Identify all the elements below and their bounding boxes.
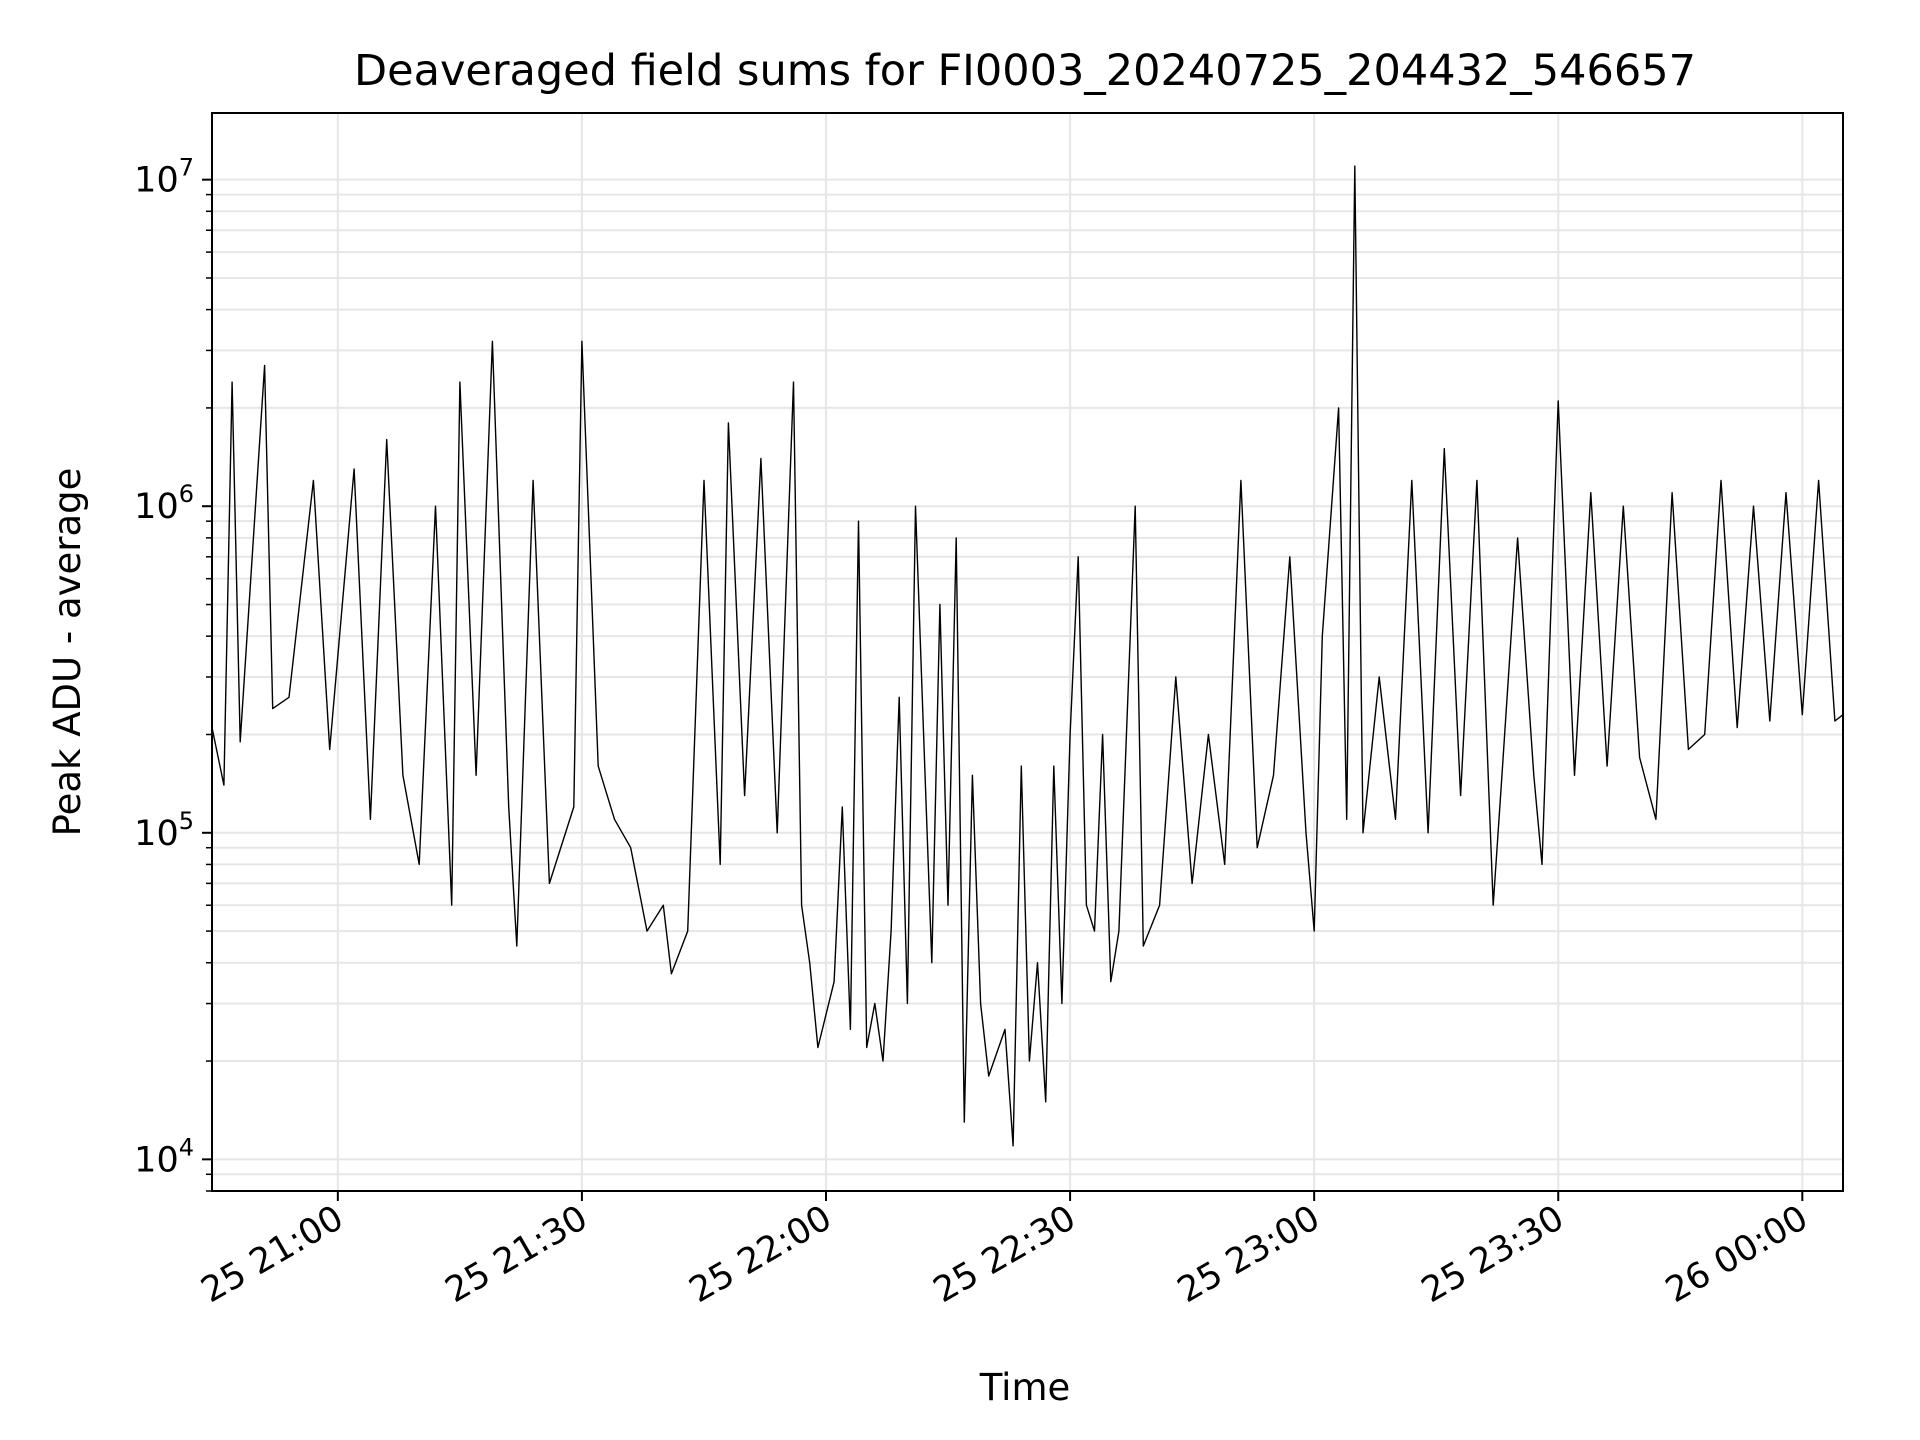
chart-title: Deaveraged field sums for FI0003_2024072… xyxy=(354,46,1696,96)
series-line xyxy=(211,165,1844,1147)
data-layer xyxy=(211,165,1844,1147)
x-tick-label: 25 23:30 xyxy=(1415,1198,1571,1311)
y-tick-label: 107 xyxy=(134,154,194,201)
x-tick-label: 26 00:00 xyxy=(1659,1198,1815,1311)
x-axis-label: Time xyxy=(979,1366,1071,1409)
y-axis: 104 105 106 107 xyxy=(134,154,212,1192)
x-tick-label: 25 22:00 xyxy=(683,1198,839,1311)
y-tick-label: 104 xyxy=(134,1133,194,1180)
y-axis-label: Peak ADU - average xyxy=(46,468,89,837)
x-tick-label: 25 22:30 xyxy=(927,1198,1083,1311)
grid xyxy=(212,113,1843,1192)
x-tick-label: 25 23:00 xyxy=(1171,1198,1327,1311)
x-axis: 25 21:00 25 21:30 25 22:00 25 22:30 25 23:00… xyxy=(195,1191,1815,1311)
x-tick-label: 25 21:30 xyxy=(439,1198,595,1311)
plot-frame xyxy=(211,112,1844,1192)
x-tick-label: 25 21:00 xyxy=(195,1198,351,1311)
y-tick-label: 106 xyxy=(134,480,194,527)
y-tick-label: 105 xyxy=(134,807,194,854)
